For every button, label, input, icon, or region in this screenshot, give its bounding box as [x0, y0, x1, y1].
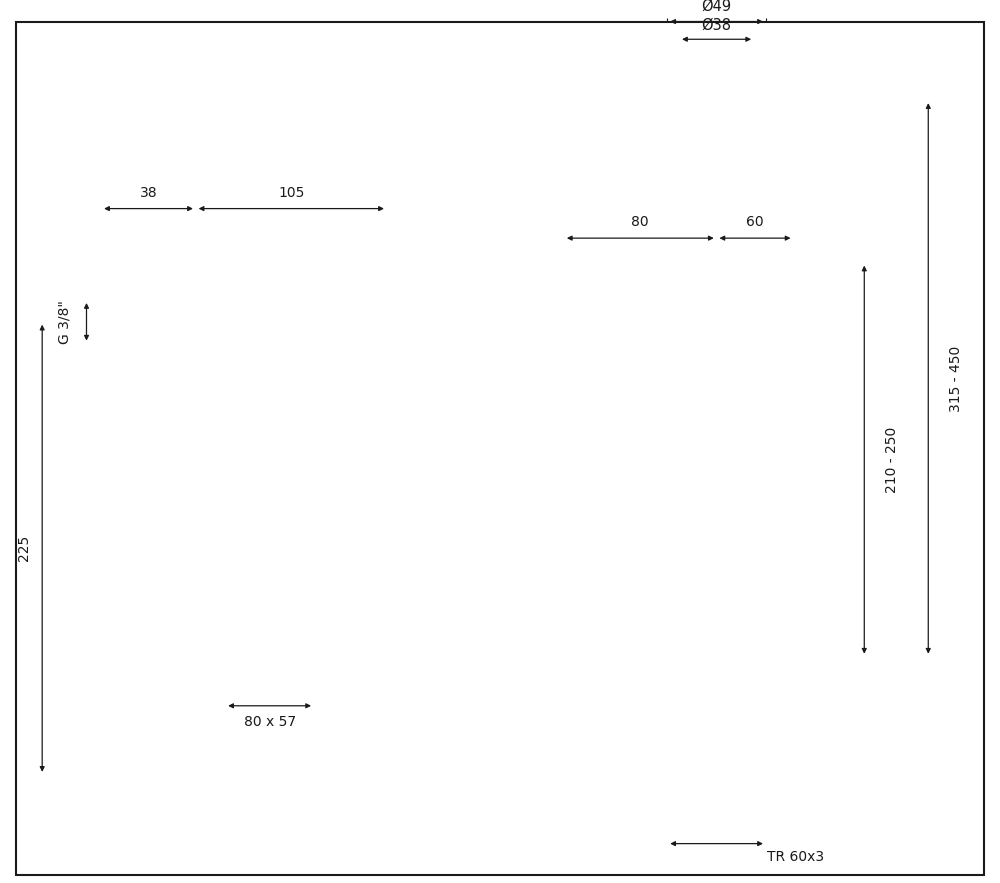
- Text: 105: 105: [278, 185, 304, 200]
- Text: 225: 225: [17, 535, 31, 562]
- Bar: [682, 736, 751, 765]
- Bar: [225, 479, 314, 558]
- Text: Alcaplast®: Alcaplast®: [587, 617, 649, 627]
- Text: Ø38: Ø38: [702, 18, 732, 33]
- Text: 38: 38: [140, 185, 157, 200]
- Text: сантехника: сантехника: [457, 474, 543, 488]
- Bar: [679, 51, 754, 145]
- Text: Alcaplast®: Alcaplast®: [587, 426, 649, 436]
- Text: TR 60x3: TR 60x3: [767, 850, 824, 864]
- Text: Alcaplast®: Alcaplast®: [55, 244, 118, 253]
- Circle shape: [667, 51, 766, 149]
- Text: 315 - 450: 315 - 450: [949, 345, 963, 411]
- Text: 210 - 250: 210 - 250: [885, 426, 899, 493]
- Bar: [684, 155, 749, 184]
- Text: 60: 60: [746, 215, 764, 230]
- Bar: [709, 184, 724, 208]
- Bar: [373, 310, 387, 334]
- Text: Alcaplast®: Alcaplast®: [587, 244, 649, 253]
- Text: G 3/8": G 3/8": [58, 300, 72, 343]
- Text: Alcaplast®: Alcaplast®: [55, 617, 118, 627]
- Text: Alcaplast®: Alcaplast®: [55, 426, 118, 436]
- Bar: [314, 258, 373, 386]
- Text: Alcaplast®: Alcaplast®: [351, 426, 413, 436]
- Text: Афоня: Афоня: [416, 428, 584, 472]
- Bar: [235, 258, 314, 386]
- Text: 80 x 57: 80 x 57: [244, 714, 296, 728]
- Text: группа
компаний: группа компаний: [475, 410, 525, 431]
- Bar: [241, 268, 280, 376]
- Circle shape: [679, 63, 754, 138]
- Text: Alcaplast®: Alcaplast®: [351, 244, 413, 253]
- Text: Ø49: Ø49: [702, 0, 732, 13]
- Text: 80: 80: [631, 215, 649, 230]
